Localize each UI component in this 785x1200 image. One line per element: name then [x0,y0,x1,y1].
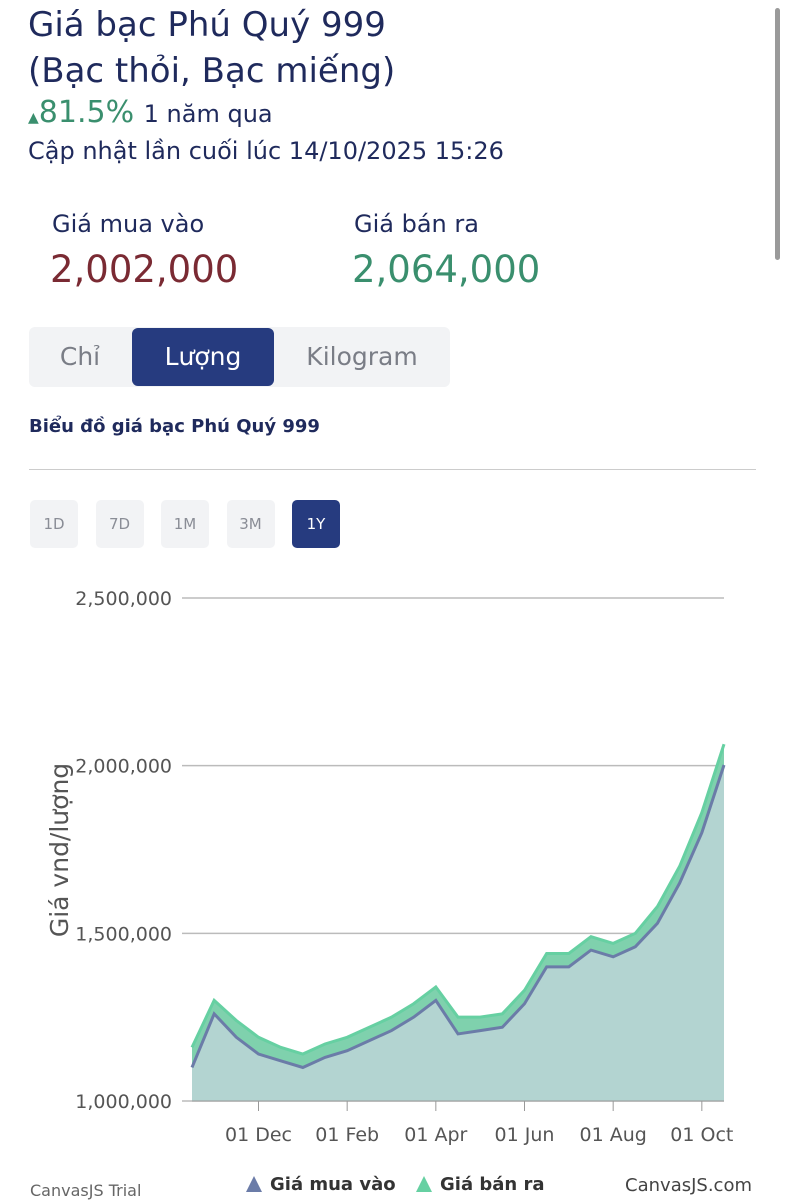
change: ▲81.5% 1 năm qua [28,95,273,130]
range-tab[interactable]: 3M [226,500,275,548]
y-tick-label: 2,000,000 [75,756,172,778]
title-line: Giá bạc Phú Quý 999 [28,5,386,45]
legend-label: Giá mua vào [270,1174,396,1195]
change-period: 1 năm qua [143,100,273,128]
range-tab[interactable]: 1D [30,500,78,548]
title: Giá bạc Phú Quý 999 (Bạc thỏi, Bạc miếng) [28,2,395,94]
unit-tab[interactable]: Lượng [132,328,274,386]
x-tick-label: 01 Feb [315,1124,379,1146]
scrollbar [775,8,780,260]
change-value: 81.5% [38,95,135,130]
y-tick-label: 2,500,000 [75,588,172,610]
unit-tabs: Chỉ Lượng Kilogram [29,327,450,387]
x-tick-label: 01 Jun [495,1124,555,1146]
divider [29,469,756,470]
line [190,764,726,1070]
line [190,743,726,1056]
y-axis-title: Giá vnd/lượng [45,763,74,937]
buy-label: Giá mua vào [52,210,205,238]
chart: 1,000,000 1,500,000 2,000,000 2,500,000 01 D… [30,588,752,1200]
x-tick-label: 01 Aug [580,1124,647,1146]
unit-tab[interactable]: Kilogram [306,342,418,371]
x-tick-label: 01 Apr [404,1124,467,1146]
y-tick-label: 1,000,000 [75,1091,172,1113]
range-tab[interactable]: 1M [161,500,209,548]
range-tab[interactable]: 1Y [292,500,340,548]
buy-price: 2,002,000 [50,248,239,291]
legend-marker [246,1176,262,1192]
watermark: CanvasJS.com [625,1175,752,1196]
title-line: (Bạc thỏi, Bạc miếng) [28,51,396,91]
x-tick-label: 01 Oct [670,1124,733,1146]
x-tick-label: 01 Dec [225,1124,292,1146]
y-tick-label: 1,500,000 [75,923,172,945]
legend-label: Giá bán ra [440,1174,545,1195]
legend-marker [416,1176,432,1192]
range-tab[interactable]: 7D [95,500,144,548]
unit-tab[interactable]: Chỉ [59,342,101,371]
updated: Cập nhật lần cuối lúc 14/10/2025 15:26 [28,137,504,165]
area [192,764,724,1101]
chart-heading: Biểu đồ giá bạc Phú Quý 999 [29,416,320,437]
sell-label: Giá bán ra [354,210,479,238]
watermark: CanvasJS Trial [30,1181,141,1200]
sell-price: 2,064,000 [352,248,541,291]
